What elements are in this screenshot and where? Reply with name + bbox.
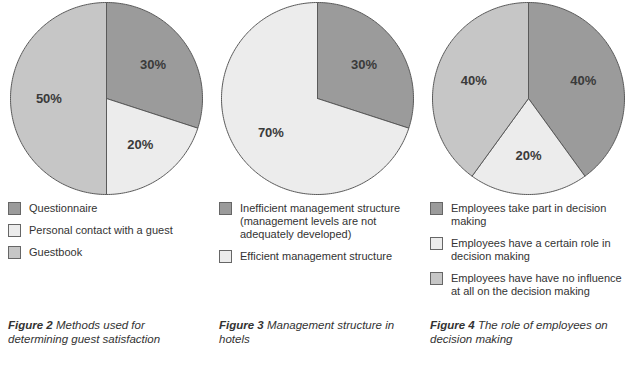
html-text:Figure 3 Management structure: Figure 3 Management structure in hotels [219, 319, 395, 345]
html-text:Efficient management structure: Efficient management structure [240, 250, 392, 262]
html-text:Inefficient management structu: Inefficient management structure (manage… [240, 202, 400, 240]
svg-text:30%: 30% [351, 57, 377, 72]
html-text:Guestbook: Guestbook [29, 246, 83, 258]
svg-text:30%: 30% [140, 57, 166, 72]
html-text:Employees have have no influen: Employees have have no influence at all … [451, 272, 622, 297]
svg-text:50%: 50% [35, 91, 61, 106]
svg-text:40%: 40% [460, 73, 486, 88]
svg-text:20%: 20% [515, 148, 541, 163]
html-text:Questionnaire: Questionnaire [29, 202, 98, 214]
svg-text:20%: 20% [127, 137, 153, 152]
html-text:Personal contact with a guest: Personal contact with a guest [29, 224, 173, 236]
svg-text:70%: 70% [257, 125, 283, 140]
html-text:Figure 4 The role of employees: Figure 4 The role of employees on decisi… [430, 319, 608, 345]
html-text:Figure 2 Methods used for dete: Figure 2 Methods used for determining gu… [8, 319, 161, 345]
html-text:Employees have a certain role: Employees have a certain role in decisio… [451, 237, 611, 262]
html-text:Employees take part in decisio: Employees take part in decision making [451, 202, 607, 227]
svg-text:40%: 40% [570, 73, 596, 88]
